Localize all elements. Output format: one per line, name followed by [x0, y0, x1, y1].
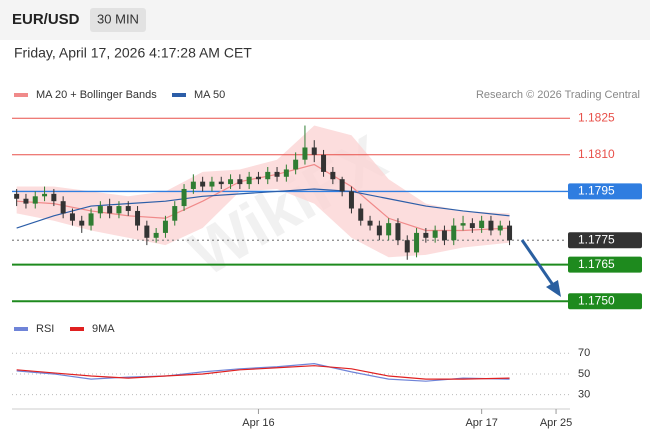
candle-body [237, 179, 243, 185]
candle-body [460, 223, 466, 226]
candle-body [107, 206, 113, 214]
legend-swatch [14, 327, 28, 331]
candle-body [432, 230, 438, 238]
legend-swatch [172, 93, 186, 97]
candle-body [246, 176, 252, 185]
level-label: 1.1795 [578, 184, 615, 198]
candle-body [144, 225, 150, 238]
candle-body [42, 193, 48, 197]
legend-label: MA 20 + Bollinger Bands [36, 89, 157, 101]
credit: Research © 2026 Trading Central [476, 89, 640, 101]
y-tick-label: 50 [578, 368, 590, 380]
candle-body [79, 220, 85, 226]
candle-body [395, 223, 401, 241]
candle-body [283, 169, 289, 177]
x-tick-label: Apr 17 [465, 417, 497, 429]
interval[interactable]: 30 MIN [97, 11, 139, 26]
candle-body [441, 230, 447, 241]
candle-body [32, 196, 38, 204]
candle-body [330, 171, 336, 180]
candle-body [358, 208, 364, 221]
candle-body [255, 176, 261, 180]
candle-body [228, 179, 234, 185]
x-tick-label: Apr 16 [242, 417, 274, 429]
interval-box[interactable] [90, 8, 146, 32]
candle-body [469, 223, 475, 229]
candle-body [51, 193, 57, 202]
indicator-line [16, 365, 510, 380]
candle-body [451, 225, 457, 241]
legend-label: MA 50 [194, 89, 225, 101]
candle-body [125, 206, 131, 211]
arrow-head [546, 280, 561, 297]
candle-body [181, 188, 187, 207]
candle-body [209, 181, 215, 187]
timestamp: Friday, April 17, 2026 4:17:28 AM CET [14, 45, 252, 61]
level-label: 1.1750 [578, 293, 615, 307]
candle-body [218, 181, 224, 185]
arrow-shaft [520, 239, 555, 286]
candle-body [376, 225, 382, 236]
candle-body [69, 213, 75, 221]
candle-body [135, 210, 141, 226]
candle-body [274, 171, 280, 177]
candle-body [311, 147, 317, 155]
candle-body [162, 220, 168, 233]
level-label: 1.1810 [578, 147, 615, 161]
candle-body [367, 220, 373, 226]
y-tick-label: 30 [578, 389, 590, 401]
level-box [568, 256, 642, 273]
level-label: 1.1825 [578, 110, 615, 124]
candle-body [488, 220, 494, 231]
symbol: EUR/USD [12, 11, 80, 28]
level-label: 1.1775 [578, 232, 615, 246]
candle-body [88, 213, 94, 226]
candle-body [348, 191, 354, 209]
candle-body [404, 240, 410, 253]
x-tick-label: Apr 25 [540, 417, 572, 429]
candle-body [200, 181, 206, 187]
candle-body [293, 159, 299, 170]
trend-arrow [520, 239, 561, 297]
candle-body [414, 232, 420, 253]
level-label: 1.1765 [578, 257, 615, 271]
indicator-line [16, 363, 510, 382]
ma-line [16, 188, 510, 229]
level-box [568, 183, 642, 200]
candle-body [339, 179, 345, 192]
legend-label: 9MA [92, 323, 115, 335]
legend-swatch [70, 327, 84, 331]
y-tick-label: 70 [578, 347, 590, 359]
candle-body [497, 225, 503, 231]
candle-body [60, 201, 66, 214]
candle-body [172, 206, 178, 221]
candle-body [423, 232, 429, 238]
candle-body [321, 154, 327, 172]
candle-body [14, 193, 20, 199]
candle-body [23, 198, 29, 204]
candle-body [116, 206, 122, 214]
candle-body [97, 206, 103, 214]
level-box [568, 293, 642, 310]
level-box [568, 232, 642, 249]
candle-body [302, 147, 308, 160]
candle-body [153, 232, 159, 238]
candle-body [265, 171, 271, 180]
candle-body [190, 181, 196, 189]
legend-swatch [14, 93, 28, 97]
legend-label: RSI [36, 323, 54, 335]
candle-body [507, 225, 513, 241]
candle-body [386, 223, 392, 236]
candle-body [479, 220, 485, 229]
